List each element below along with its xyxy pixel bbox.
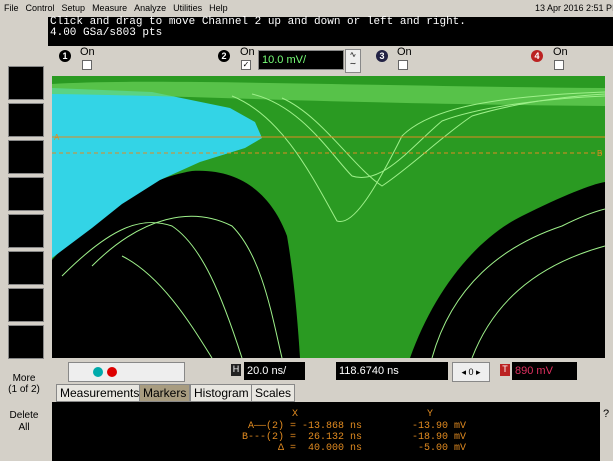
delete-all-button[interactable]: Delete All <box>6 410 42 434</box>
timebase[interactable]: 20.0 ns/ <box>244 362 305 380</box>
tab[interactable]: Scales <box>251 384 295 402</box>
readout-x: 26.132 ns <box>308 432 362 443</box>
menu-item[interactable]: Utilities <box>173 3 202 13</box>
trigger-level[interactable]: 890 mV <box>512 362 577 380</box>
menu-item[interactable]: Setup <box>62 3 86 13</box>
channel-on: On <box>553 46 568 58</box>
tool-buttons[interactable] <box>68 362 185 382</box>
readout-header: X <box>292 409 298 420</box>
checkbox[interactable] <box>398 60 408 70</box>
tool-icon[interactable] <box>8 288 44 322</box>
scope-window: File Control Setup Measure Analyze Utilities H… <box>0 0 613 461</box>
readout-x: 40.000 ns <box>308 443 362 454</box>
channel-number: 1 <box>59 50 71 62</box>
readout-y: -18.90 mV <box>412 432 466 443</box>
channel-on: On <box>80 46 95 58</box>
menu-item[interactable]: Measure <box>92 3 127 13</box>
help-button[interactable]: ? <box>603 408 609 420</box>
sample-info: 4.00 GSa/s803 pts <box>50 28 613 39</box>
channel-on: On <box>240 46 255 58</box>
status-box: Click and drag to move Channel 2 up and … <box>48 17 613 46</box>
marker-label: B <box>597 149 602 158</box>
menu-item[interactable]: Control <box>26 3 55 13</box>
checkbox[interactable]: ✓ <box>241 60 251 70</box>
tool-icon[interactable] <box>8 325 44 359</box>
marker-label: A <box>54 133 60 142</box>
channel-number: 2 <box>218 50 230 62</box>
readout-label: A——(2) = <box>216 421 296 432</box>
channel-number: 3 <box>376 50 388 62</box>
tool-icon[interactable] <box>8 214 44 248</box>
checkbox[interactable] <box>554 60 564 70</box>
more-button[interactable]: More (1 of 2) <box>4 373 44 395</box>
readout-panel: X Y A——(2) = -13.868 ns -13.90 mV B---(2… <box>52 402 600 461</box>
tool-icon[interactable] <box>8 140 44 174</box>
tool-icon[interactable] <box>8 66 44 100</box>
menu-bar: File Control Setup Measure Analyze Utilities H… <box>4 2 235 14</box>
menu-item[interactable]: Help <box>209 3 228 13</box>
readout-x: -13.868 ns <box>302 421 362 432</box>
readout-label: Δ = <box>216 443 296 454</box>
tool-icon[interactable] <box>8 177 44 211</box>
menu-item[interactable]: File <box>4 3 19 13</box>
h-icon: H <box>231 364 241 376</box>
tool-icon[interactable] <box>8 103 44 137</box>
datetime: 13 Apr 2016 2:51 PM <box>535 3 613 13</box>
t-icon: T <box>500 364 510 376</box>
checkbox[interactable] <box>82 60 92 70</box>
more-page: (1 of 2) <box>4 384 44 395</box>
tool-icon[interactable] <box>8 251 44 285</box>
tab-active[interactable]: Markers <box>139 384 190 402</box>
coupling-button[interactable]: ∿∼ <box>345 49 361 73</box>
channel-on: On <box>397 46 412 58</box>
channel-scale[interactable]: 10.0 mV/ <box>258 50 344 70</box>
tab[interactable]: Histogram <box>190 384 253 402</box>
menu-item[interactable]: Analyze <box>134 3 166 13</box>
delay-arrows[interactable]: ◂ 0 ▸ <box>452 362 490 382</box>
readout-header: Y <box>427 409 433 420</box>
delay[interactable]: 118.6740 ns <box>336 362 448 380</box>
channel-number: 4 <box>531 50 543 62</box>
tab[interactable]: Measurements <box>56 384 143 402</box>
waveform-screen: A B <box>52 76 605 358</box>
readout-label: B---(2) = <box>216 432 296 443</box>
readout-y: -13.90 mV <box>412 421 466 432</box>
more-label: More <box>4 373 44 384</box>
readout-y: -5.00 mV <box>418 443 466 454</box>
